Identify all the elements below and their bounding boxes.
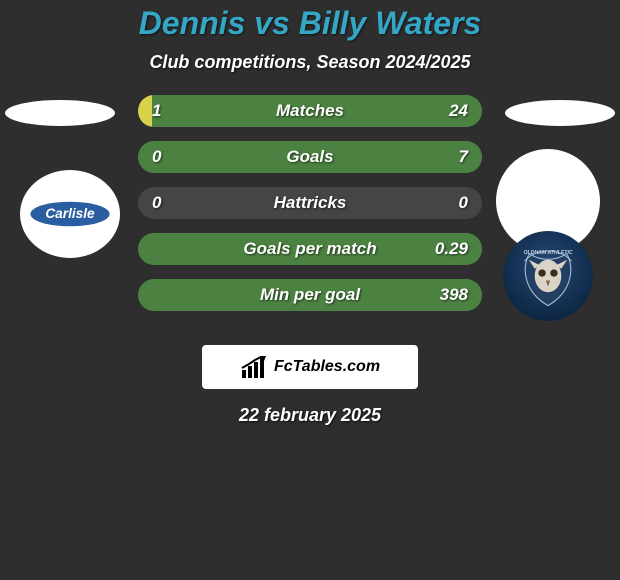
- player-left-badge: Carlisle: [20, 170, 120, 258]
- stat-label: Goals per match: [138, 233, 482, 265]
- stat-label: Matches: [138, 95, 482, 127]
- oldham-logo-icon: OLDHAM ATHLETIC: [503, 231, 593, 321]
- carlisle-logo-icon: Carlisle: [29, 196, 111, 232]
- canvas: Dennis vs Billy Waters Club competitions…: [0, 0, 620, 580]
- subtitle: Club competitions, Season 2024/2025: [0, 52, 620, 73]
- stat-label: Min per goal: [138, 279, 482, 311]
- stat-label: Goals: [138, 141, 482, 173]
- stat-rows: 1Matches240Goals70Hattricks0Goals per ma…: [138, 95, 482, 325]
- fctables-chart-icon: [240, 356, 268, 378]
- player-right-badge: OLDHAM ATHLETIC: [496, 149, 600, 253]
- player-right-banner: [505, 100, 615, 126]
- svg-text:Carlisle: Carlisle: [45, 206, 95, 221]
- branding-badge: FcTables.com: [202, 345, 418, 389]
- stat-row: Goals per match0.29: [138, 233, 482, 265]
- svg-text:OLDHAM ATHLETIC: OLDHAM ATHLETIC: [523, 250, 572, 256]
- stat-right-value: 0.29: [435, 233, 468, 265]
- comparison-area: Carlisle: [0, 95, 620, 345]
- stat-right-value: 7: [459, 141, 468, 173]
- branding-text: FcTables.com: [274, 358, 380, 376]
- page-title: Dennis vs Billy Waters: [0, 5, 620, 42]
- stat-right-value: 24: [449, 95, 468, 127]
- stat-row: Min per goal398: [138, 279, 482, 311]
- stat-row: 1Matches24: [138, 95, 482, 127]
- stat-right-value: 398: [440, 279, 468, 311]
- player-left-banner: [5, 100, 115, 126]
- comparison-date: 22 february 2025: [0, 405, 620, 426]
- stat-label: Hattricks: [138, 187, 482, 219]
- stat-row: 0Goals7: [138, 141, 482, 173]
- stat-row: 0Hattricks0: [138, 187, 482, 219]
- stat-right-value: 0: [459, 187, 468, 219]
